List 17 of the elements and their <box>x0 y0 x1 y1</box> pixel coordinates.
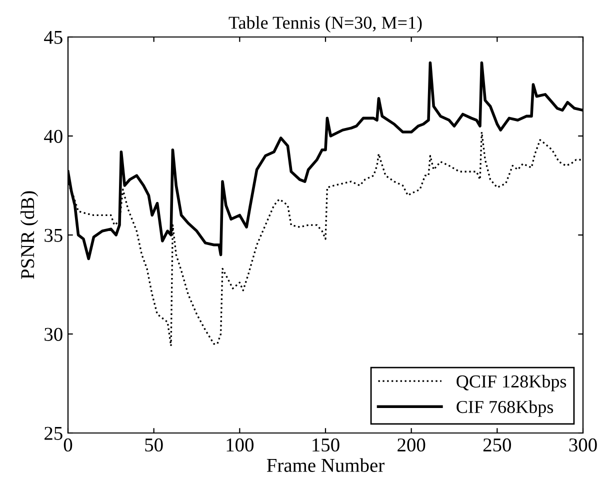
x-tick-label: 250 <box>483 438 512 452</box>
x-tick-label: 200 <box>398 438 426 452</box>
x-tick-label: 300 <box>569 438 597 452</box>
y-tick-label: 45 <box>44 30 62 44</box>
y-axis-title: PSNR (dB) <box>20 191 38 280</box>
y-tick-label: 30 <box>44 328 62 341</box>
x-tick-label: 50 <box>145 438 163 452</box>
legend-label: QCIF 128Kbps <box>456 374 566 392</box>
x-axis-title: Frame Number <box>266 458 384 472</box>
legend-label: CIF 768Kbps <box>456 400 554 417</box>
y-tick-label: 25 <box>44 426 62 440</box>
y-tick-label: 40 <box>44 130 62 143</box>
x-tick-label: 150 <box>312 438 340 452</box>
x-tick-label: 100 <box>226 438 254 452</box>
chart-title: Table Tennis (N=30, M=1) <box>228 16 422 33</box>
x-tick-label: 0 <box>64 438 72 452</box>
y-tick-label: 35 <box>44 228 62 242</box>
